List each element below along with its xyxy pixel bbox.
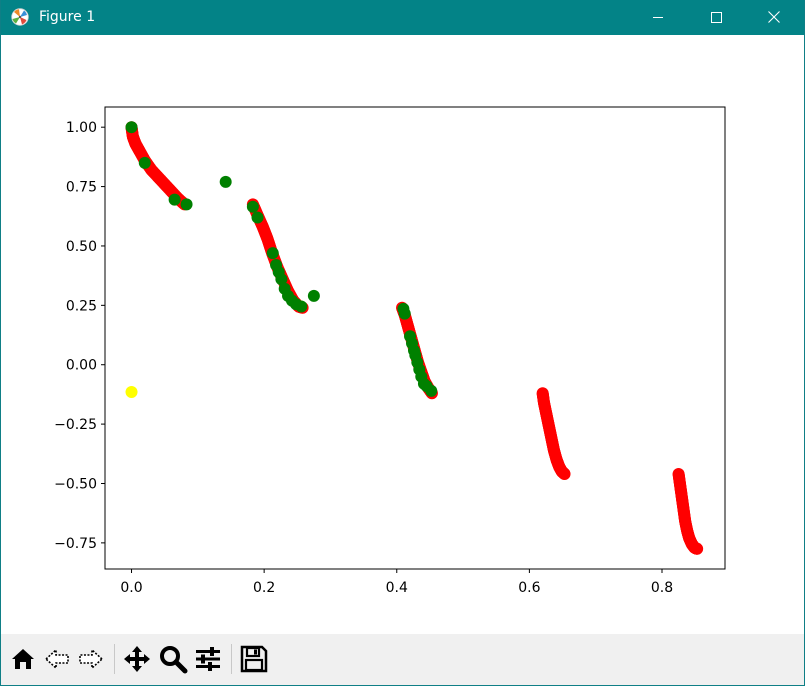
data-point: [266, 247, 279, 260]
data-point: [138, 156, 151, 169]
close-icon: [768, 11, 780, 23]
pan-icon: [124, 646, 150, 672]
y-tick-label: −0.25: [54, 417, 97, 433]
forward-button[interactable]: [76, 644, 106, 674]
data-point: [251, 211, 264, 224]
scatter-plot: 1.000.750.500.250.00−0.25−0.50−0.75 0.0 0…: [54, 106, 726, 596]
toolbar-separator: [231, 644, 232, 674]
data-point: [246, 200, 259, 213]
data-point: [295, 300, 308, 313]
navigation-toolbar: [1, 634, 804, 685]
configure-subplots-icon: [196, 647, 220, 671]
data-point: [398, 307, 411, 320]
home-button[interactable]: [8, 644, 38, 674]
data-point: [558, 467, 571, 480]
y-tick-label: −0.50: [54, 476, 97, 492]
x-tick-label: 0.4: [386, 580, 408, 596]
pan-button[interactable]: [122, 644, 152, 674]
matplotlib-logo-icon: [11, 8, 29, 26]
x-tick-label: 0.2: [253, 580, 275, 596]
home-icon: [12, 649, 34, 669]
maximize-icon: [711, 12, 722, 23]
zoom-button[interactable]: [158, 644, 188, 674]
back-button[interactable]: [42, 644, 72, 674]
y-tick-label: 0.00: [66, 358, 97, 374]
zoom-icon: [160, 646, 188, 674]
x-tick-label: 0.0: [120, 580, 142, 596]
maximize-button[interactable]: [687, 0, 745, 35]
data-point: [307, 289, 320, 302]
axes-frame: [104, 106, 726, 570]
y-axis: 1.00 0.75 0.50 0.25 0.00 −0.25 −0.50 −0.75: [54, 120, 105, 552]
close-button[interactable]: [745, 0, 803, 35]
data-point: [125, 121, 138, 134]
x-tick-label: 0.6: [518, 580, 540, 596]
back-icon: [44, 648, 69, 670]
data-point: [219, 175, 232, 188]
x-tick-label: 0.8: [651, 580, 673, 596]
data-point: [125, 386, 138, 399]
minimize-button[interactable]: [629, 0, 687, 35]
forward-icon: [79, 648, 104, 670]
toolbar-separator: [114, 644, 115, 674]
save-icon: [240, 645, 268, 673]
plot-marks: [125, 121, 704, 555]
x-axis: 0.0 0.2 0.4 0.6 0.8: [120, 569, 673, 596]
y-tick-label: 0.25: [66, 298, 97, 314]
data-point: [275, 273, 288, 286]
data-point: [691, 542, 704, 555]
data-point: [180, 198, 193, 211]
minimize-icon: [653, 17, 663, 18]
figure-canvas[interactable]: 1.00 0.75 0.50 0.25 0.00 −0.25 −0.50 −0.75 0.0 0…: [1, 35, 804, 634]
y-tick-label: 1.00: [66, 120, 97, 136]
y-tick-label: 0.75: [66, 180, 97, 196]
data-point: [168, 193, 181, 206]
y-tick-label: −0.75: [54, 536, 97, 552]
data-point: [425, 384, 438, 397]
save-button[interactable]: [239, 644, 269, 674]
configure-subplots-button[interactable]: [193, 644, 223, 674]
y-tick-label: 0.50: [66, 239, 97, 255]
window-title: Figure 1: [39, 9, 96, 25]
title-bar[interactable]: Figure 1: [1, 0, 804, 35]
